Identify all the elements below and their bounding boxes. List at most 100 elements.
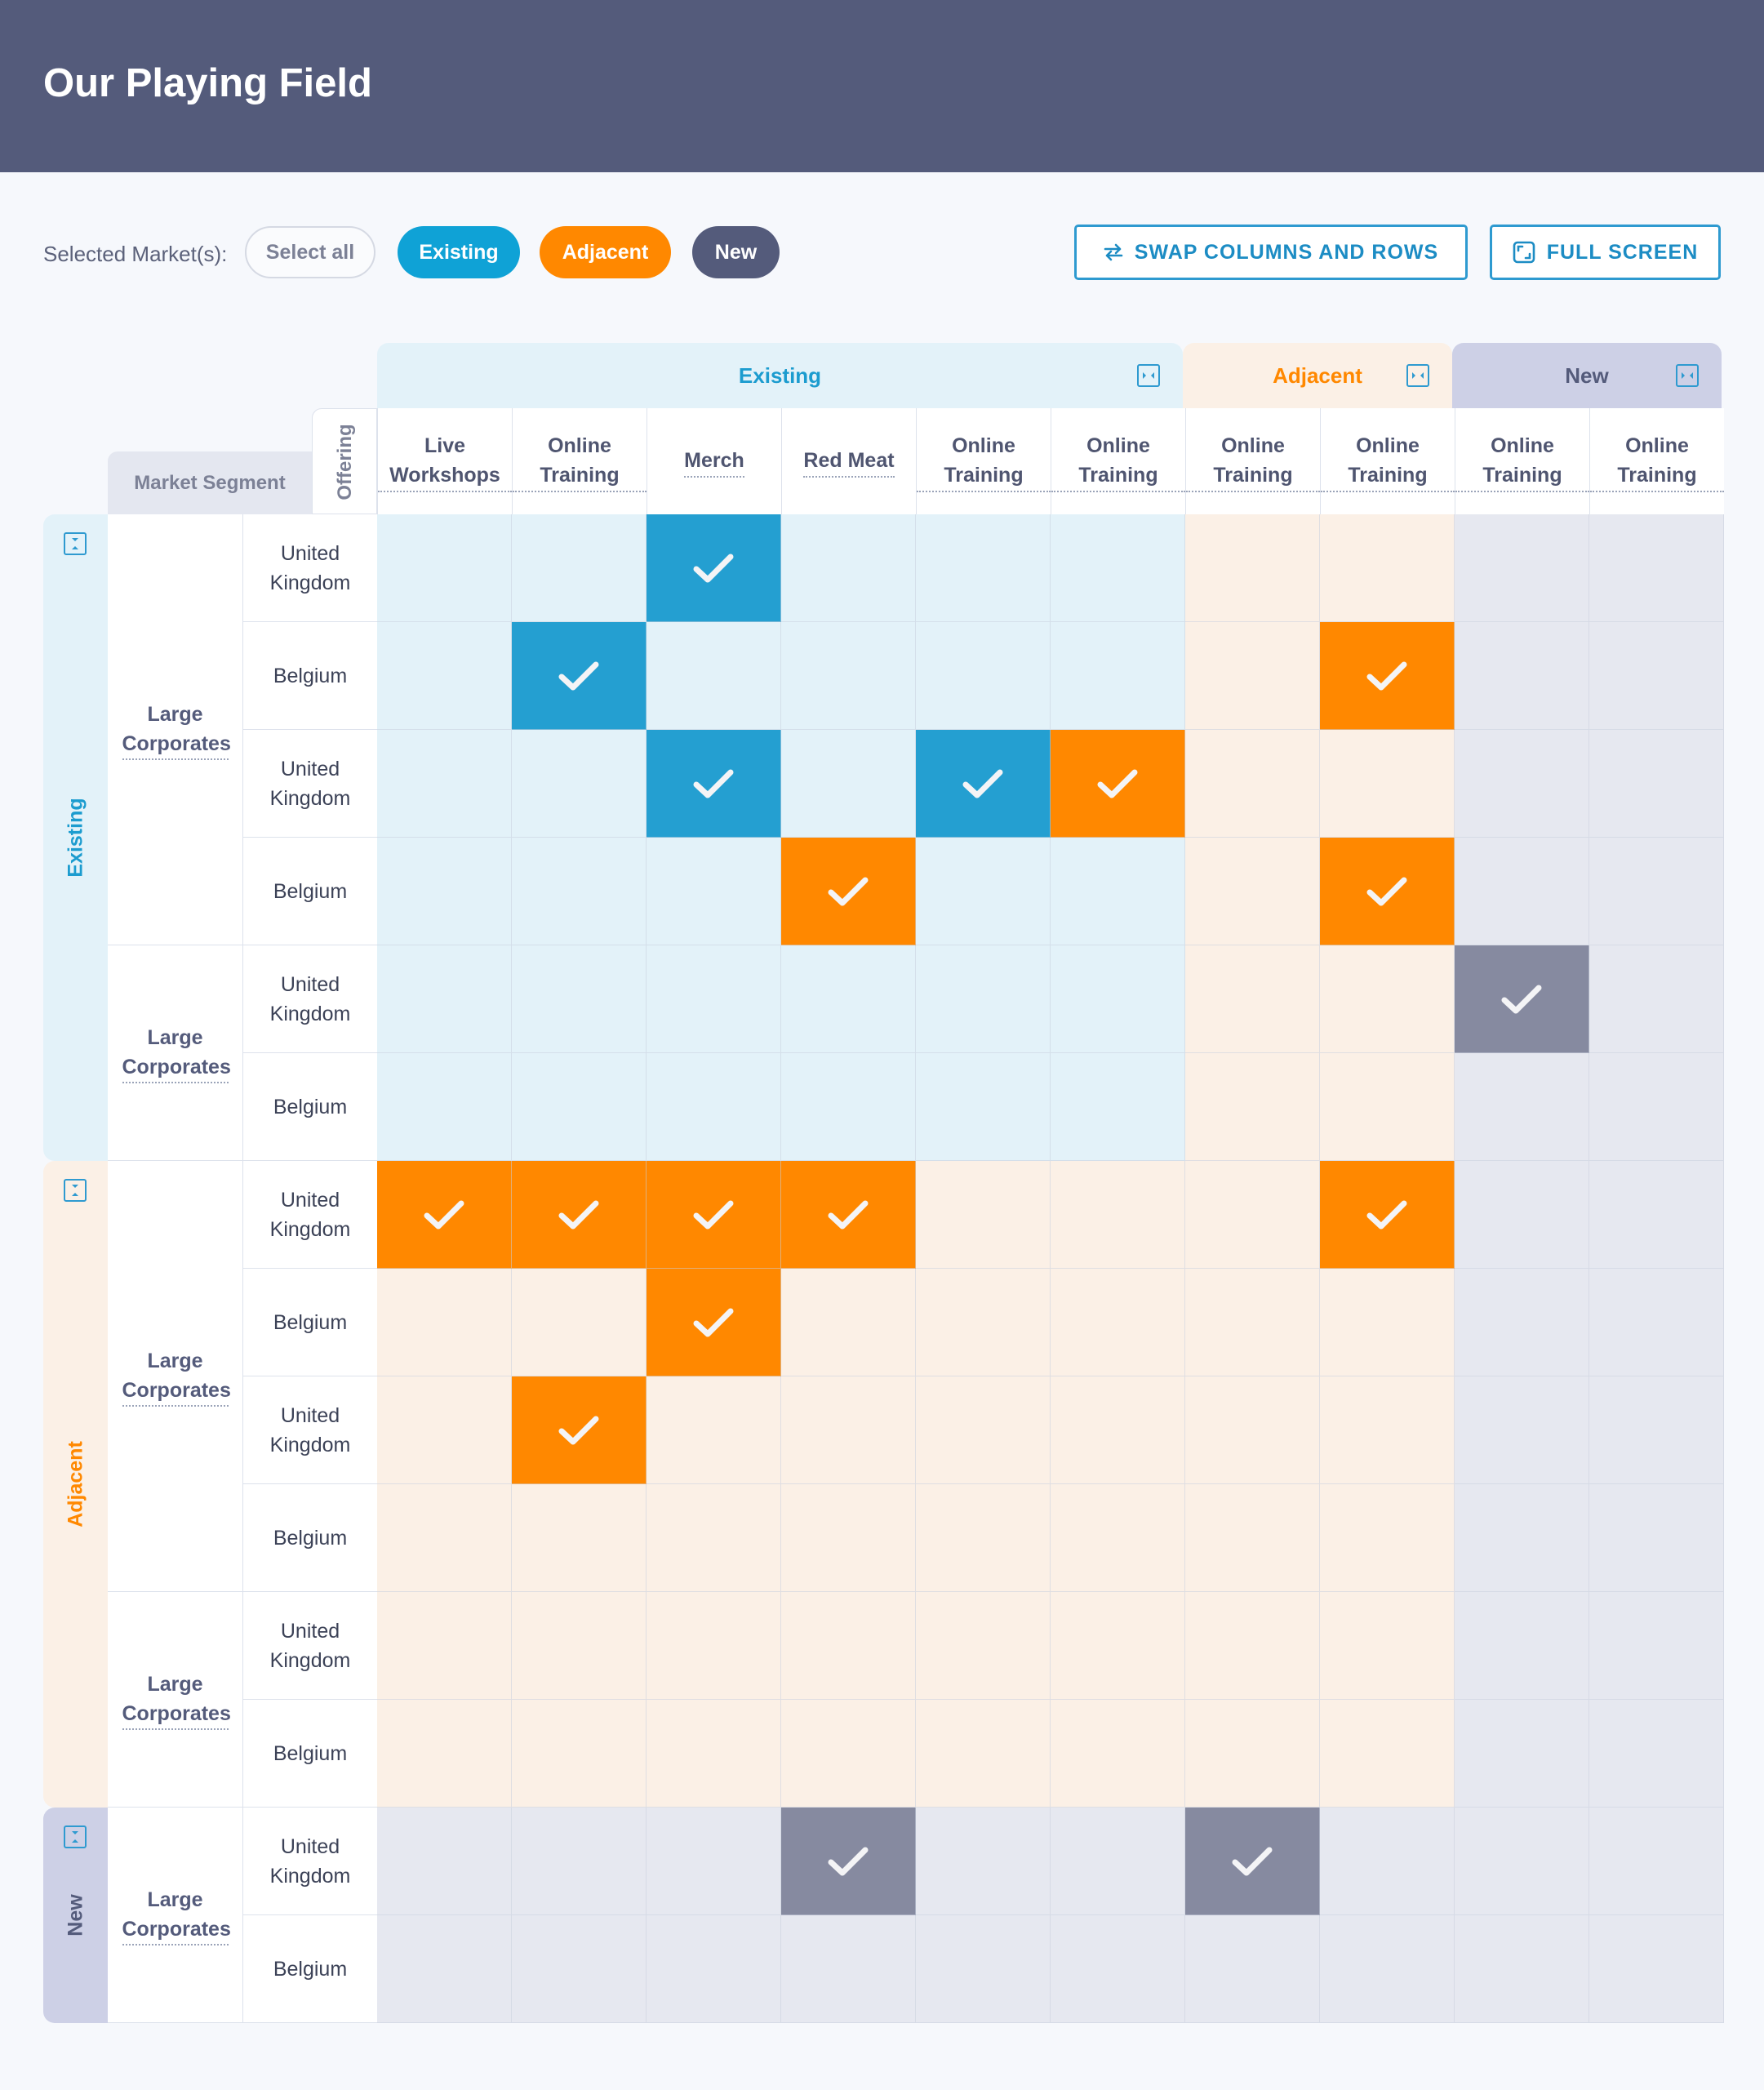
matrix-cell[interactable]: [1051, 1161, 1185, 1269]
column-header[interactable]: Online Training: [1320, 408, 1455, 514]
matrix-cell-checked[interactable]: [1320, 838, 1455, 945]
matrix-cell[interactable]: [1320, 514, 1455, 622]
matrix-cell[interactable]: [1455, 1700, 1589, 1808]
matrix-cell[interactable]: [916, 1808, 1051, 1915]
matrix-cell[interactable]: [1455, 514, 1589, 622]
matrix-cell[interactable]: [1589, 1269, 1724, 1376]
row-header-segment[interactable]: Large Corporates: [108, 945, 242, 1161]
matrix-cell[interactable]: [781, 730, 916, 838]
column-header[interactable]: Live Workshops: [377, 408, 512, 514]
matrix-cell[interactable]: [781, 514, 916, 622]
filter-new-toggle[interactable]: New: [692, 226, 780, 278]
matrix-cell[interactable]: [781, 1700, 916, 1808]
matrix-cell-checked[interactable]: [647, 514, 781, 622]
matrix-cell[interactable]: [781, 1484, 916, 1592]
matrix-cell[interactable]: [512, 1269, 647, 1376]
matrix-cell[interactable]: [781, 1269, 916, 1376]
matrix-cell[interactable]: [1185, 1161, 1320, 1269]
filter-existing-toggle[interactable]: Existing: [398, 226, 520, 278]
matrix-cell[interactable]: [1589, 1592, 1724, 1700]
matrix-cell[interactable]: [916, 1376, 1051, 1484]
matrix-cell[interactable]: [377, 1808, 512, 1915]
matrix-cell[interactable]: [1051, 622, 1185, 730]
matrix-cell[interactable]: [377, 514, 512, 622]
matrix-cell[interactable]: [781, 1915, 916, 2023]
matrix-cell[interactable]: [1455, 1161, 1589, 1269]
matrix-cell[interactable]: [1185, 1484, 1320, 1592]
matrix-cell[interactable]: [377, 1053, 512, 1161]
matrix-cell[interactable]: [781, 1053, 916, 1161]
matrix-cell-checked[interactable]: [512, 1376, 647, 1484]
matrix-cell[interactable]: [377, 1592, 512, 1700]
matrix-cell[interactable]: [1320, 1808, 1455, 1915]
matrix-cell[interactable]: [1455, 1915, 1589, 2023]
matrix-cell[interactable]: [916, 1484, 1051, 1592]
matrix-cell[interactable]: [377, 1915, 512, 2023]
filter-adjacent-toggle[interactable]: Adjacent: [540, 226, 671, 278]
column-header[interactable]: Merch: [647, 408, 781, 514]
collapse-adjacent-columns-icon[interactable]: [1406, 364, 1429, 387]
matrix-cell[interactable]: [916, 1592, 1051, 1700]
matrix-cell[interactable]: [1051, 1269, 1185, 1376]
matrix-cell[interactable]: [1455, 1484, 1589, 1592]
matrix-cell-checked[interactable]: [512, 1161, 647, 1269]
matrix-cell[interactable]: [916, 1915, 1051, 2023]
matrix-cell-checked[interactable]: [1185, 1808, 1320, 1915]
matrix-cell[interactable]: [781, 1376, 916, 1484]
matrix-cell[interactable]: [781, 622, 916, 730]
column-header[interactable]: Online Training: [1185, 408, 1320, 514]
collapse-new-rows-icon[interactable]: [64, 1825, 87, 1848]
matrix-cell[interactable]: [1320, 1700, 1455, 1808]
row-header-segment[interactable]: Large Corporates: [108, 1161, 242, 1592]
matrix-cell[interactable]: [1455, 1592, 1589, 1700]
matrix-cell[interactable]: [1589, 514, 1724, 622]
column-header[interactable]: Online Training: [1589, 408, 1724, 514]
matrix-cell[interactable]: [1589, 1700, 1724, 1808]
matrix-cell[interactable]: [512, 1053, 647, 1161]
matrix-cell[interactable]: [1589, 1915, 1724, 2023]
matrix-cell[interactable]: [1320, 1269, 1455, 1376]
matrix-cell-checked[interactable]: [1051, 730, 1185, 838]
matrix-cell[interactable]: [1589, 1161, 1724, 1269]
matrix-cell[interactable]: [781, 1592, 916, 1700]
matrix-cell[interactable]: [647, 1053, 781, 1161]
swap-columns-rows-button[interactable]: SWAP COLUMNS AND ROWS: [1074, 225, 1468, 280]
matrix-cell[interactable]: [1320, 1053, 1455, 1161]
matrix-cell[interactable]: [916, 1161, 1051, 1269]
matrix-cell[interactable]: [1455, 1376, 1589, 1484]
matrix-cell[interactable]: [647, 1592, 781, 1700]
matrix-cell[interactable]: [916, 1053, 1051, 1161]
matrix-cell[interactable]: [1185, 945, 1320, 1053]
select-all-button[interactable]: Select all: [245, 226, 375, 278]
column-header[interactable]: Online Training: [1051, 408, 1185, 514]
matrix-cell[interactable]: [1051, 1376, 1185, 1484]
matrix-cell[interactable]: [916, 945, 1051, 1053]
matrix-cell[interactable]: [512, 1592, 647, 1700]
matrix-cell[interactable]: [512, 1484, 647, 1592]
matrix-cell[interactable]: [1185, 838, 1320, 945]
matrix-cell[interactable]: [377, 730, 512, 838]
collapse-existing-columns-icon[interactable]: [1137, 364, 1160, 387]
matrix-cell[interactable]: [1589, 1376, 1724, 1484]
matrix-cell[interactable]: [647, 838, 781, 945]
matrix-cell[interactable]: [1455, 1269, 1589, 1376]
row-header-segment[interactable]: Large Corporates: [108, 1592, 242, 1808]
matrix-cell[interactable]: [377, 1269, 512, 1376]
matrix-cell[interactable]: [1185, 1269, 1320, 1376]
matrix-cell[interactable]: [647, 1376, 781, 1484]
matrix-cell[interactable]: [1320, 945, 1455, 1053]
matrix-cell-checked[interactable]: [781, 1808, 916, 1915]
matrix-cell[interactable]: [1589, 1808, 1724, 1915]
matrix-cell[interactable]: [1455, 622, 1589, 730]
matrix-cell[interactable]: [1455, 730, 1589, 838]
matrix-cell[interactable]: [1320, 730, 1455, 838]
matrix-cell[interactable]: [1589, 622, 1724, 730]
matrix-cell[interactable]: [1051, 514, 1185, 622]
matrix-cell[interactable]: [1185, 730, 1320, 838]
matrix-cell[interactable]: [1051, 1053, 1185, 1161]
matrix-cell[interactable]: [377, 1484, 512, 1592]
matrix-cell-checked[interactable]: [647, 1269, 781, 1376]
row-header-segment[interactable]: Large Corporates: [108, 1808, 242, 2023]
matrix-cell-checked[interactable]: [781, 838, 916, 945]
matrix-cell[interactable]: [377, 1376, 512, 1484]
